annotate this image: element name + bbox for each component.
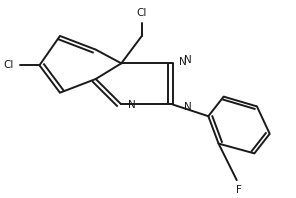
Text: F: F [236, 185, 242, 195]
Text: N: N [184, 102, 192, 112]
Text: N: N [184, 55, 192, 65]
Text: Cl: Cl [4, 60, 14, 70]
Text: N: N [179, 57, 187, 67]
Text: N: N [128, 100, 136, 110]
Text: Cl: Cl [137, 8, 147, 18]
